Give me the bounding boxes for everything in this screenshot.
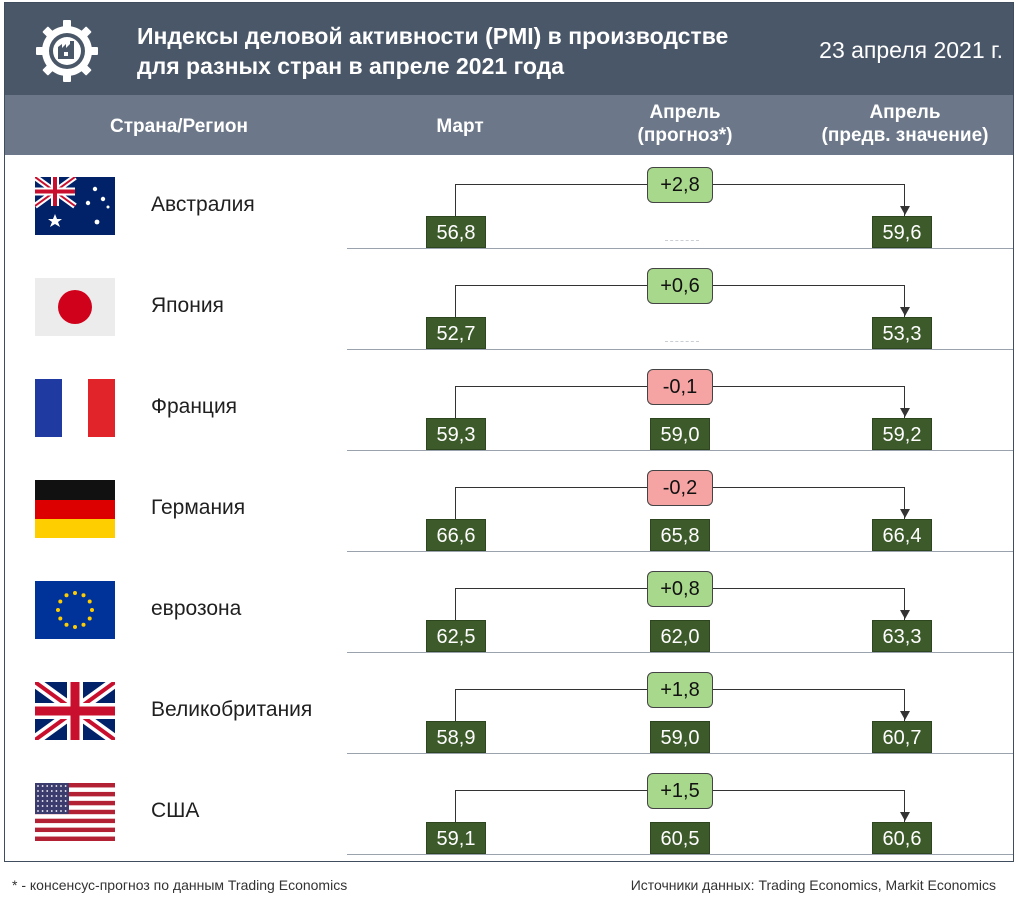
row-divider	[347, 551, 1013, 552]
table-row: еврозона 62,5 62,0 63,3 +0,8	[5, 559, 1013, 660]
table-row: Франция 59,3 59,0 59,2 -0,1	[5, 357, 1013, 458]
country-name: Япония	[151, 294, 224, 317]
change-badge: +1,5	[647, 773, 713, 809]
japan-flag-icon	[35, 278, 115, 336]
change-badge: +0,6	[647, 268, 713, 304]
arrow-down-icon	[900, 307, 910, 316]
france-flag-icon	[35, 379, 115, 437]
arrow-down-icon	[900, 408, 910, 417]
table-row: США 59,1 60,5 60,6 +1,5	[5, 761, 1013, 862]
arrow-down-icon	[900, 509, 910, 518]
table-row: Австралия 56,8 59,6 +2,8	[5, 155, 1013, 256]
april-value: 60,6	[872, 822, 932, 854]
col-header-april-line2: (предв. значение)	[821, 125, 989, 146]
row-divider	[347, 248, 1013, 249]
col-header-forecast-line2: (прогноз*)	[637, 125, 733, 146]
change-badge: -0,1	[647, 369, 713, 405]
header-bar: Индексы деловой активности (PMI) в произ…	[5, 3, 1013, 95]
table-row: Великобритания 58,9 59,0 60,7 +1,8	[5, 660, 1013, 761]
report-date: 23 апреля 2021 г.	[819, 37, 1003, 63]
col-header-march: Март	[436, 116, 484, 137]
forecast-value: 59,0	[650, 721, 710, 753]
row-divider	[347, 450, 1013, 451]
country-name: Германия	[151, 496, 246, 519]
country-name: Франция	[151, 395, 238, 418]
forecast-value: 62,0	[650, 620, 710, 652]
march-value: 56,8	[426, 216, 486, 248]
row-divider	[347, 854, 1013, 855]
infographic-frame: Индексы деловой активности (PMI) в произ…	[4, 2, 1014, 862]
table-row: Япония 52,7 53,3 +0,6	[5, 256, 1013, 357]
data-sources: Источники данных: Trading Economics, Mar…	[630, 877, 996, 893]
arrow-down-icon	[900, 711, 910, 720]
usa-flag-icon	[35, 783, 115, 841]
title-line-2: для разных стран в апреле 2021 года	[137, 53, 564, 79]
col-header-country: Страна/Регион	[110, 116, 248, 137]
col-header-forecast: Апрель (прогноз*)	[605, 101, 765, 147]
april-value: 59,2	[872, 418, 932, 450]
march-value: 62,5	[426, 620, 486, 652]
factory-gear-icon	[36, 20, 98, 82]
row-divider	[347, 652, 1013, 653]
march-value: 59,3	[426, 418, 486, 450]
col-header-april: Апрель (предв. значение)	[805, 101, 1005, 147]
april-value: 59,6	[872, 216, 932, 248]
april-value: 60,7	[872, 721, 932, 753]
march-value: 66,6	[426, 519, 486, 551]
forecast-value: 59,0	[650, 418, 710, 450]
forecast-placeholder	[665, 341, 699, 342]
april-value: 53,3	[872, 317, 932, 349]
change-badge: +1,8	[647, 672, 713, 708]
country-name: Австралия	[151, 193, 255, 216]
col-header-april-line1: Апрель	[869, 102, 941, 123]
change-badge: +0,8	[647, 571, 713, 607]
forecast-value: 60,5	[650, 822, 710, 854]
germany-flag-icon	[35, 480, 115, 538]
page-title: Индексы деловой активности (PMI) в произ…	[137, 21, 777, 81]
col-header-forecast-line1: Апрель	[649, 102, 721, 123]
table-row: Германия 66,6 65,8 66,4 -0,2	[5, 458, 1013, 559]
australia-flag-icon	[35, 177, 115, 235]
march-value: 52,7	[426, 317, 486, 349]
april-value: 63,3	[872, 620, 932, 652]
march-value: 59,1	[426, 822, 486, 854]
row-divider	[347, 753, 1013, 754]
country-name: еврозона	[151, 597, 242, 620]
country-name: США	[151, 799, 200, 822]
change-badge: -0,2	[647, 470, 713, 506]
arrow-down-icon	[900, 610, 910, 619]
footnote: * - консенсус-прогноз по данным Trading …	[12, 877, 348, 893]
arrow-down-icon	[900, 206, 910, 215]
forecast-value: 65,8	[650, 519, 710, 551]
row-divider	[347, 349, 1013, 350]
arrow-down-icon	[900, 812, 910, 821]
april-value: 66,4	[872, 519, 932, 551]
change-badge: +2,8	[647, 167, 713, 203]
uk-flag-icon	[35, 682, 115, 740]
country-name: Великобритания	[151, 698, 313, 721]
march-value: 58,9	[426, 721, 486, 753]
title-line-1: Индексы деловой активности (PMI) в произ…	[137, 23, 729, 49]
eu-flag-icon	[35, 581, 115, 639]
forecast-placeholder	[665, 240, 699, 241]
column-header-bar: Страна/Регион Март Апрель (прогноз*) Апр…	[5, 95, 1013, 155]
